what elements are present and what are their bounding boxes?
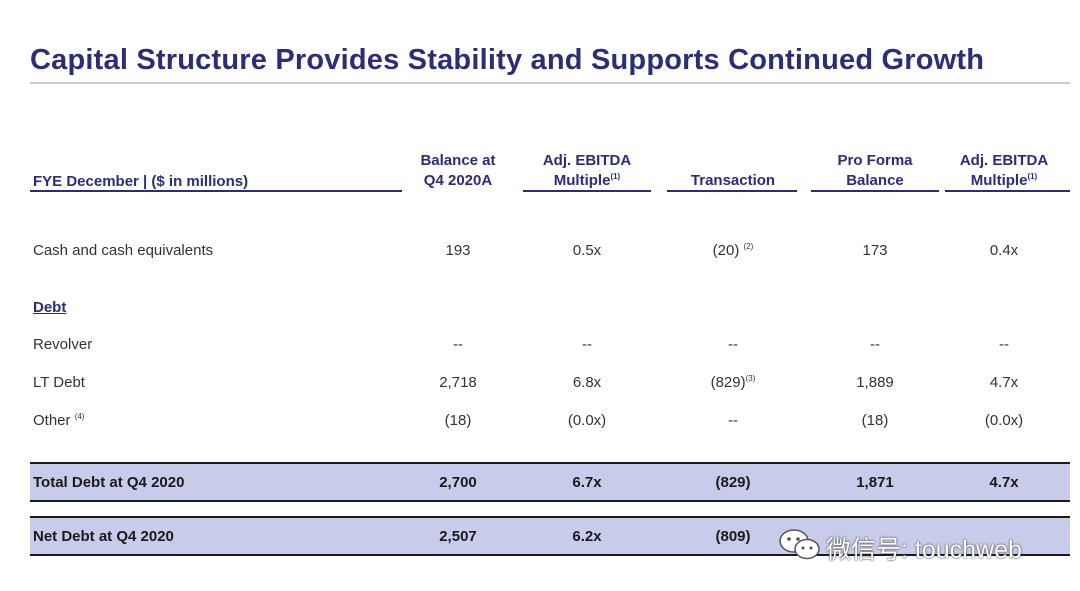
header-proforma-line1: Pro Forma — [837, 152, 913, 169]
wechat-icon — [779, 529, 820, 560]
cell-proforma: 173 — [862, 242, 888, 259]
watermark: 微信号: touchweb — [778, 527, 1068, 564]
cell-balance: (18) — [444, 412, 472, 429]
header-balance-line1: Balance at — [420, 152, 496, 169]
footnote-2: (2) — [743, 242, 754, 251]
header-proforma: Pro Forma Balance — [805, 151, 945, 191]
cell-proforma: -- — [870, 336, 880, 353]
debt-section-heading: Debt — [33, 299, 67, 316]
cell-transaction: (829) — [715, 474, 751, 491]
cell-transaction: (809) — [715, 528, 751, 545]
header-underline-proforma — [811, 190, 939, 192]
row-label: LT Debt — [33, 374, 85, 391]
cell-balance: 2,718 — [439, 374, 477, 391]
cell-multiple: (0.0x) — [984, 412, 1024, 429]
page-title: Capital Structure Provides Stability and… — [30, 44, 985, 76]
header-underline-label — [30, 190, 402, 192]
cell-multiple: 0.4x — [989, 242, 1019, 259]
cell-multiple: 0.5x — [572, 242, 602, 259]
cell-balance: -- — [453, 336, 463, 353]
cell-proforma: 1,871 — [856, 474, 894, 491]
header-underline-transaction — [667, 190, 797, 192]
header-ebitda-multiple-2: Adj. EBITDA Multiple(1) — [934, 151, 1074, 191]
footnote-1: (1) — [1027, 172, 1038, 181]
cell-multiple: -- — [582, 336, 592, 353]
cell-balance: 2,700 — [439, 474, 477, 491]
header-ebitda2-line1: Adj. EBITDA — [959, 152, 1049, 169]
cell-multiple: 6.8x — [572, 374, 602, 391]
table-row-total-debt: Total Debt at Q4 2020 2,700 6.7x (829) 1… — [30, 462, 1070, 502]
cell-proforma: 1,889 — [856, 374, 894, 391]
header-transaction: Transaction — [690, 172, 776, 189]
row-label: Cash and cash equivalents — [33, 242, 214, 259]
cell-multiple: 4.7x — [989, 374, 1019, 391]
cell-transaction: -- — [728, 336, 738, 353]
header-balance-line2: Q4 2020A — [423, 172, 493, 189]
cell-proforma: (18) — [861, 412, 889, 429]
footnote-3: (3) — [745, 374, 756, 383]
header-ebitda1-line2: Multiple — [553, 172, 611, 189]
cell-multiple: 4.7x — [989, 474, 1019, 491]
footnote-1: (1) — [610, 172, 621, 181]
header-balance: Balance at Q4 2020A — [388, 151, 528, 191]
cell-transaction: (829)(3) — [710, 374, 756, 391]
cell-multiple: -- — [999, 336, 1009, 353]
header-ebitda-multiple-1: Adj. EBITDA Multiple(1) — [517, 151, 657, 191]
cell-transaction: -- — [728, 412, 738, 429]
header-underline-ebitda1 — [523, 190, 651, 192]
cell-multiple: 6.2x — [572, 528, 602, 545]
cell-multiple: 6.7x — [572, 474, 602, 491]
row-label: Total Debt at Q4 2020 — [33, 474, 185, 491]
row-label: Other (4) — [33, 412, 85, 429]
header-proforma-line2: Balance — [846, 172, 904, 189]
footnote-4: (4) — [74, 412, 85, 421]
table-row-net-debt: Net Debt at Q4 2020 2,507 6.2x (809) — [30, 516, 1070, 556]
watermark-text: 微信号: touchweb — [826, 536, 1022, 564]
header-ebitda1-line1: Adj. EBITDA — [542, 152, 632, 169]
cell-transaction: (20) (2) — [712, 242, 754, 259]
cell-multiple: (0.0x) — [567, 412, 607, 429]
cell-balance: 193 — [445, 242, 471, 259]
header-ebitda2-line2: Multiple — [970, 172, 1028, 189]
header-label: FYE December | ($ in millions) — [33, 173, 249, 190]
row-label: Revolver — [33, 336, 93, 353]
title-divider — [30, 82, 1070, 84]
header-underline-ebitda2 — [945, 190, 1070, 192]
row-label: Net Debt at Q4 2020 — [33, 528, 174, 545]
cell-balance: 2,507 — [439, 528, 477, 545]
